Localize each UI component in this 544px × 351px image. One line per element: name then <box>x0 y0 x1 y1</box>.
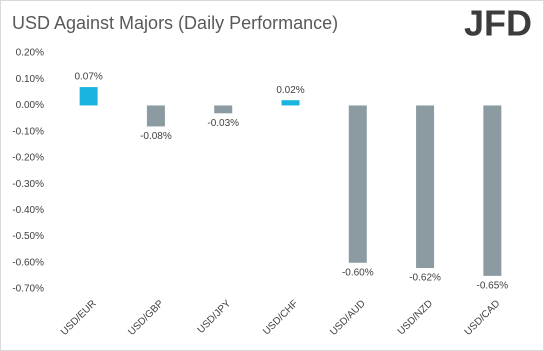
data-label: -0.03% <box>207 118 239 129</box>
data-label: -0.65% <box>477 281 509 292</box>
y-tick-label: -0.10% <box>12 126 44 137</box>
bar <box>146 105 165 127</box>
y-tick-label: -0.70% <box>12 284 44 295</box>
bar <box>416 105 435 269</box>
bar <box>214 105 233 114</box>
data-label: -0.62% <box>409 273 441 284</box>
y-tick-label: 0.00% <box>16 100 44 111</box>
data-label: 0.02% <box>276 85 304 96</box>
data-label: -0.60% <box>342 267 374 278</box>
y-tick-label: -0.40% <box>12 205 44 216</box>
data-label: -0.08% <box>140 131 172 142</box>
y-tick-label: -0.20% <box>12 153 44 164</box>
chart-title: USD Against Majors (Daily Performance) <box>12 13 338 33</box>
y-tick-label: 0.10% <box>16 74 44 85</box>
y-tick-label: -0.60% <box>12 257 44 268</box>
bar <box>348 105 367 263</box>
bar <box>483 105 502 276</box>
logo: JFD <box>464 3 532 44</box>
bar <box>281 100 300 106</box>
y-tick-label: -0.30% <box>12 179 44 190</box>
y-tick-label: 0.20% <box>16 48 44 59</box>
y-tick-label: -0.50% <box>12 231 44 242</box>
data-label: 0.07% <box>74 72 102 83</box>
bar <box>79 87 98 106</box>
